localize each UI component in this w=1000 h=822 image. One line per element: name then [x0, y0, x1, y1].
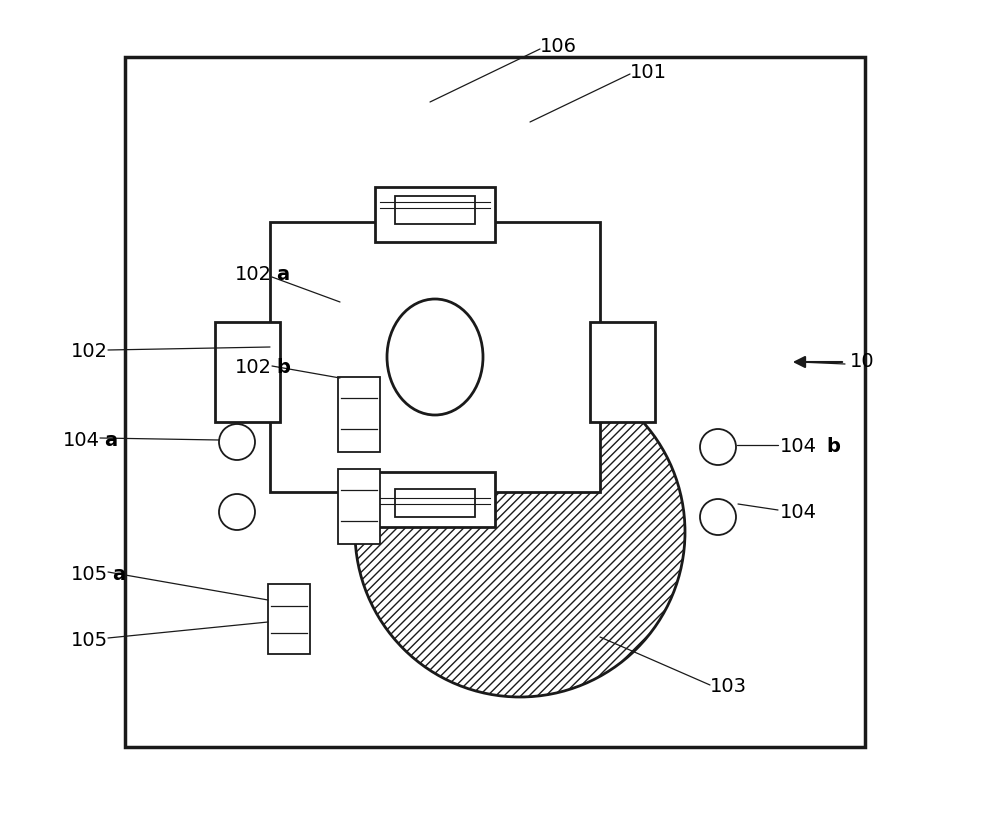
Bar — [338, 377, 380, 452]
Text: 103: 103 — [710, 677, 747, 696]
Circle shape — [700, 429, 736, 465]
Text: a: a — [112, 565, 125, 584]
Text: 102: 102 — [71, 343, 108, 362]
Text: 101: 101 — [630, 62, 667, 81]
Bar — [395, 196, 475, 224]
Bar — [125, 57, 865, 747]
Bar — [590, 322, 655, 422]
Text: a: a — [276, 265, 289, 284]
Text: 105: 105 — [71, 630, 108, 649]
Circle shape — [355, 367, 685, 697]
Bar — [215, 322, 280, 422]
Bar — [270, 222, 600, 492]
Text: 104: 104 — [63, 431, 100, 450]
Text: 10: 10 — [850, 353, 875, 372]
Bar — [375, 187, 495, 242]
Text: 105: 105 — [71, 565, 108, 584]
Text: b: b — [276, 358, 290, 377]
Ellipse shape — [387, 299, 483, 415]
Text: 106: 106 — [540, 38, 577, 57]
Text: 104: 104 — [780, 502, 817, 521]
Text: 104: 104 — [780, 437, 817, 456]
Text: b: b — [826, 437, 840, 456]
Bar — [375, 472, 495, 527]
Bar — [338, 469, 380, 544]
Text: 102: 102 — [235, 358, 272, 377]
Text: 102: 102 — [235, 265, 272, 284]
Bar — [268, 584, 310, 654]
Circle shape — [219, 494, 255, 530]
Text: a: a — [104, 431, 117, 450]
Bar — [395, 489, 475, 517]
Circle shape — [219, 424, 255, 460]
Circle shape — [700, 499, 736, 535]
